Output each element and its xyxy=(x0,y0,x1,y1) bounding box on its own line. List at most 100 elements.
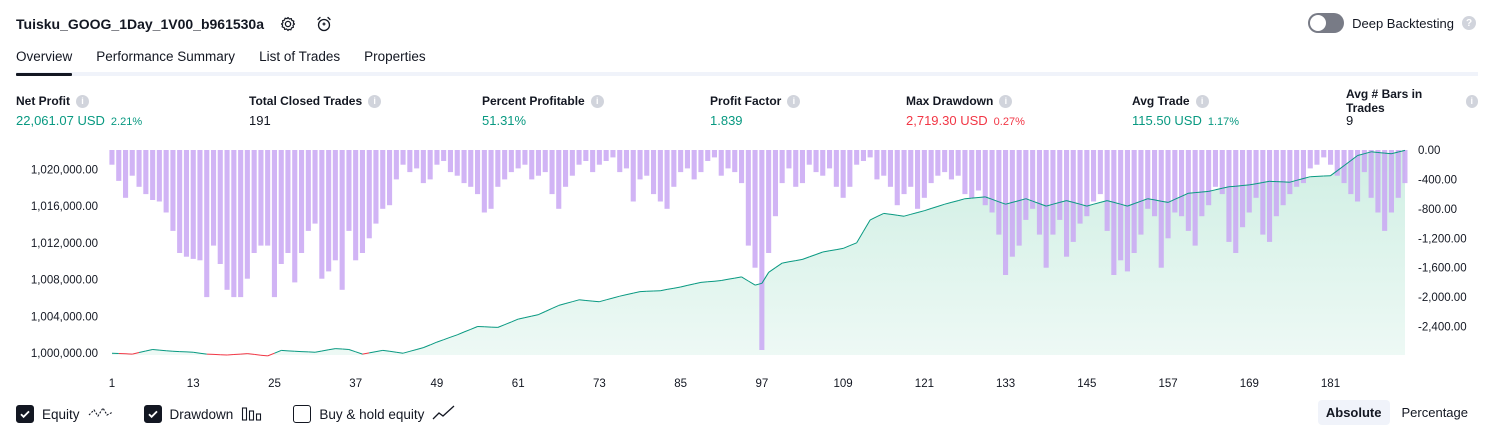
equity-chart[interactable]: 1,000,000.00 1,004,000.00 1,008,000.00 1,01… xyxy=(0,140,1494,395)
drawdown-bar xyxy=(942,150,948,173)
equity-line-segment xyxy=(558,303,566,306)
equity-line-segment xyxy=(822,250,830,253)
drawdown-bar xyxy=(1314,150,1320,165)
equity-line-segment xyxy=(809,254,817,258)
equity-line-segment xyxy=(267,352,275,357)
drawdown-bar xyxy=(339,150,345,290)
drawdown-bar xyxy=(393,150,399,180)
drawdown-bar xyxy=(915,150,921,209)
drawdown-bar xyxy=(447,150,453,173)
tab-overview[interactable]: Overview xyxy=(16,44,73,76)
equity-line-segment xyxy=(1188,192,1196,194)
drawdown-bar xyxy=(454,150,460,176)
equity-checkbox[interactable] xyxy=(16,405,34,423)
equity-line-segment xyxy=(1398,149,1406,153)
drawdown-bar xyxy=(752,150,758,268)
equity-line-segment xyxy=(531,314,539,317)
drawdown-bar xyxy=(1355,150,1361,202)
drawdown-bar xyxy=(874,150,880,180)
equity-line-segment xyxy=(1154,199,1162,202)
equity-line-segment xyxy=(443,336,451,341)
drawdown-bar xyxy=(583,150,589,161)
metric-label-wrap: Avg Trade i xyxy=(1132,93,1239,109)
equity-line-segment xyxy=(964,197,972,200)
equity-line-segment xyxy=(910,212,918,215)
tab-performance-summary[interactable]: Performance Summary xyxy=(96,49,236,64)
percentage-button[interactable]: Percentage xyxy=(1401,405,1469,420)
drawdown-bar xyxy=(901,150,907,195)
metric-value-wrap: 115.50 USD 1.17% xyxy=(1132,113,1239,128)
equity-line-segment xyxy=(1235,185,1243,187)
equity-line-segment xyxy=(1018,198,1027,202)
drawdown-bar xyxy=(271,150,277,298)
equity-line-segment xyxy=(862,219,871,232)
gear-icon[interactable] xyxy=(276,12,300,36)
equity-line-segment xyxy=(463,328,471,333)
metric-label: Profit Factor xyxy=(710,94,782,108)
info-icon[interactable]: i xyxy=(1465,94,1478,108)
deep-backtesting-toggle[interactable] xyxy=(1308,13,1345,33)
right-axis-tick-label: -1,200.00 xyxy=(1418,233,1467,245)
equity-line-segment xyxy=(436,339,444,343)
equity-line-segment xyxy=(240,353,248,355)
info-icon[interactable]: i xyxy=(999,94,1013,108)
drawdown-bar xyxy=(359,150,365,253)
equity-line-segment xyxy=(599,299,607,303)
legend-buy-hold[interactable]: Buy & hold equity xyxy=(293,405,456,424)
tab-properties[interactable]: Properties xyxy=(364,49,426,64)
drawdown-bar xyxy=(461,150,467,184)
equity-line-segment xyxy=(1066,200,1074,203)
metric-percent: 0.27% xyxy=(993,116,1025,128)
drawdown-bar xyxy=(603,150,609,161)
equity-line-segment xyxy=(991,198,999,203)
tab-list-of-trades[interactable]: List of Trades xyxy=(259,49,341,64)
equity-line-segment xyxy=(1005,201,1013,205)
info-icon[interactable]: i xyxy=(76,94,89,108)
drawdown-bar xyxy=(766,150,772,253)
equity-line-segment xyxy=(707,280,715,283)
buy-hold-checkbox[interactable] xyxy=(293,405,312,423)
metric-value-wrap: 191 xyxy=(249,113,381,128)
equity-line-segment xyxy=(247,353,255,355)
legend-drawdown[interactable]: Drawdown xyxy=(143,405,264,424)
drawdown-bar xyxy=(475,150,481,195)
absolute-button[interactable]: Absolute xyxy=(1317,400,1390,425)
drawdown-bar xyxy=(244,150,250,279)
x-axis-tick-label: 145 xyxy=(1077,378,1096,390)
info-icon[interactable]: i xyxy=(368,94,382,108)
x-axis-tick-label: 61 xyxy=(512,378,525,390)
drawdown-bar xyxy=(1111,150,1117,275)
help-icon[interactable]: ? xyxy=(1462,16,1476,30)
metric-net-profit: Net Profit i 22,061.07 USD 2.21% xyxy=(16,93,142,128)
drawdown-bar xyxy=(434,150,440,165)
equity-line-segment xyxy=(389,350,397,353)
metric-max-drawdown: Max Drawdown i 2,719.30 USD 0.27% xyxy=(906,93,1025,128)
drawdown-bar xyxy=(1348,150,1354,195)
drawdown-bar xyxy=(1246,150,1252,213)
drawdown-bar xyxy=(1212,150,1218,187)
drawdown-checkbox[interactable] xyxy=(143,405,162,423)
equity-line-segment xyxy=(132,352,140,355)
legend-equity[interactable]: Equity xyxy=(16,405,114,424)
alarm-clock-icon[interactable] xyxy=(312,12,336,36)
equity-line-segment xyxy=(551,304,560,309)
info-icon[interactable]: i xyxy=(590,94,604,108)
metric-percent: 2.21% xyxy=(110,116,143,128)
equity-line-segment xyxy=(1120,203,1128,207)
equity-line-segment xyxy=(1337,165,1345,172)
drawdown-bar xyxy=(1192,150,1198,246)
chart-svg[interactable]: 1,000,000.00 1,004,000.00 1,008,000.00 1,01… xyxy=(0,140,1494,395)
info-icon[interactable]: i xyxy=(787,94,801,108)
drawdown-bar xyxy=(1226,150,1232,242)
equity-line-segment xyxy=(890,213,898,216)
x-axis-tick-label: 181 xyxy=(1321,378,1340,390)
x-axis-tick-label: 1 xyxy=(109,378,115,390)
drawdown-bar xyxy=(786,150,792,169)
equity-line-segment xyxy=(958,198,966,202)
drawdown-bar xyxy=(183,150,189,257)
equity-line-segment xyxy=(511,318,519,323)
info-icon[interactable]: i xyxy=(1195,94,1209,108)
equity-line-segment xyxy=(734,276,742,279)
equity-line-segment xyxy=(1377,152,1385,154)
equity-line-segment xyxy=(775,262,783,269)
